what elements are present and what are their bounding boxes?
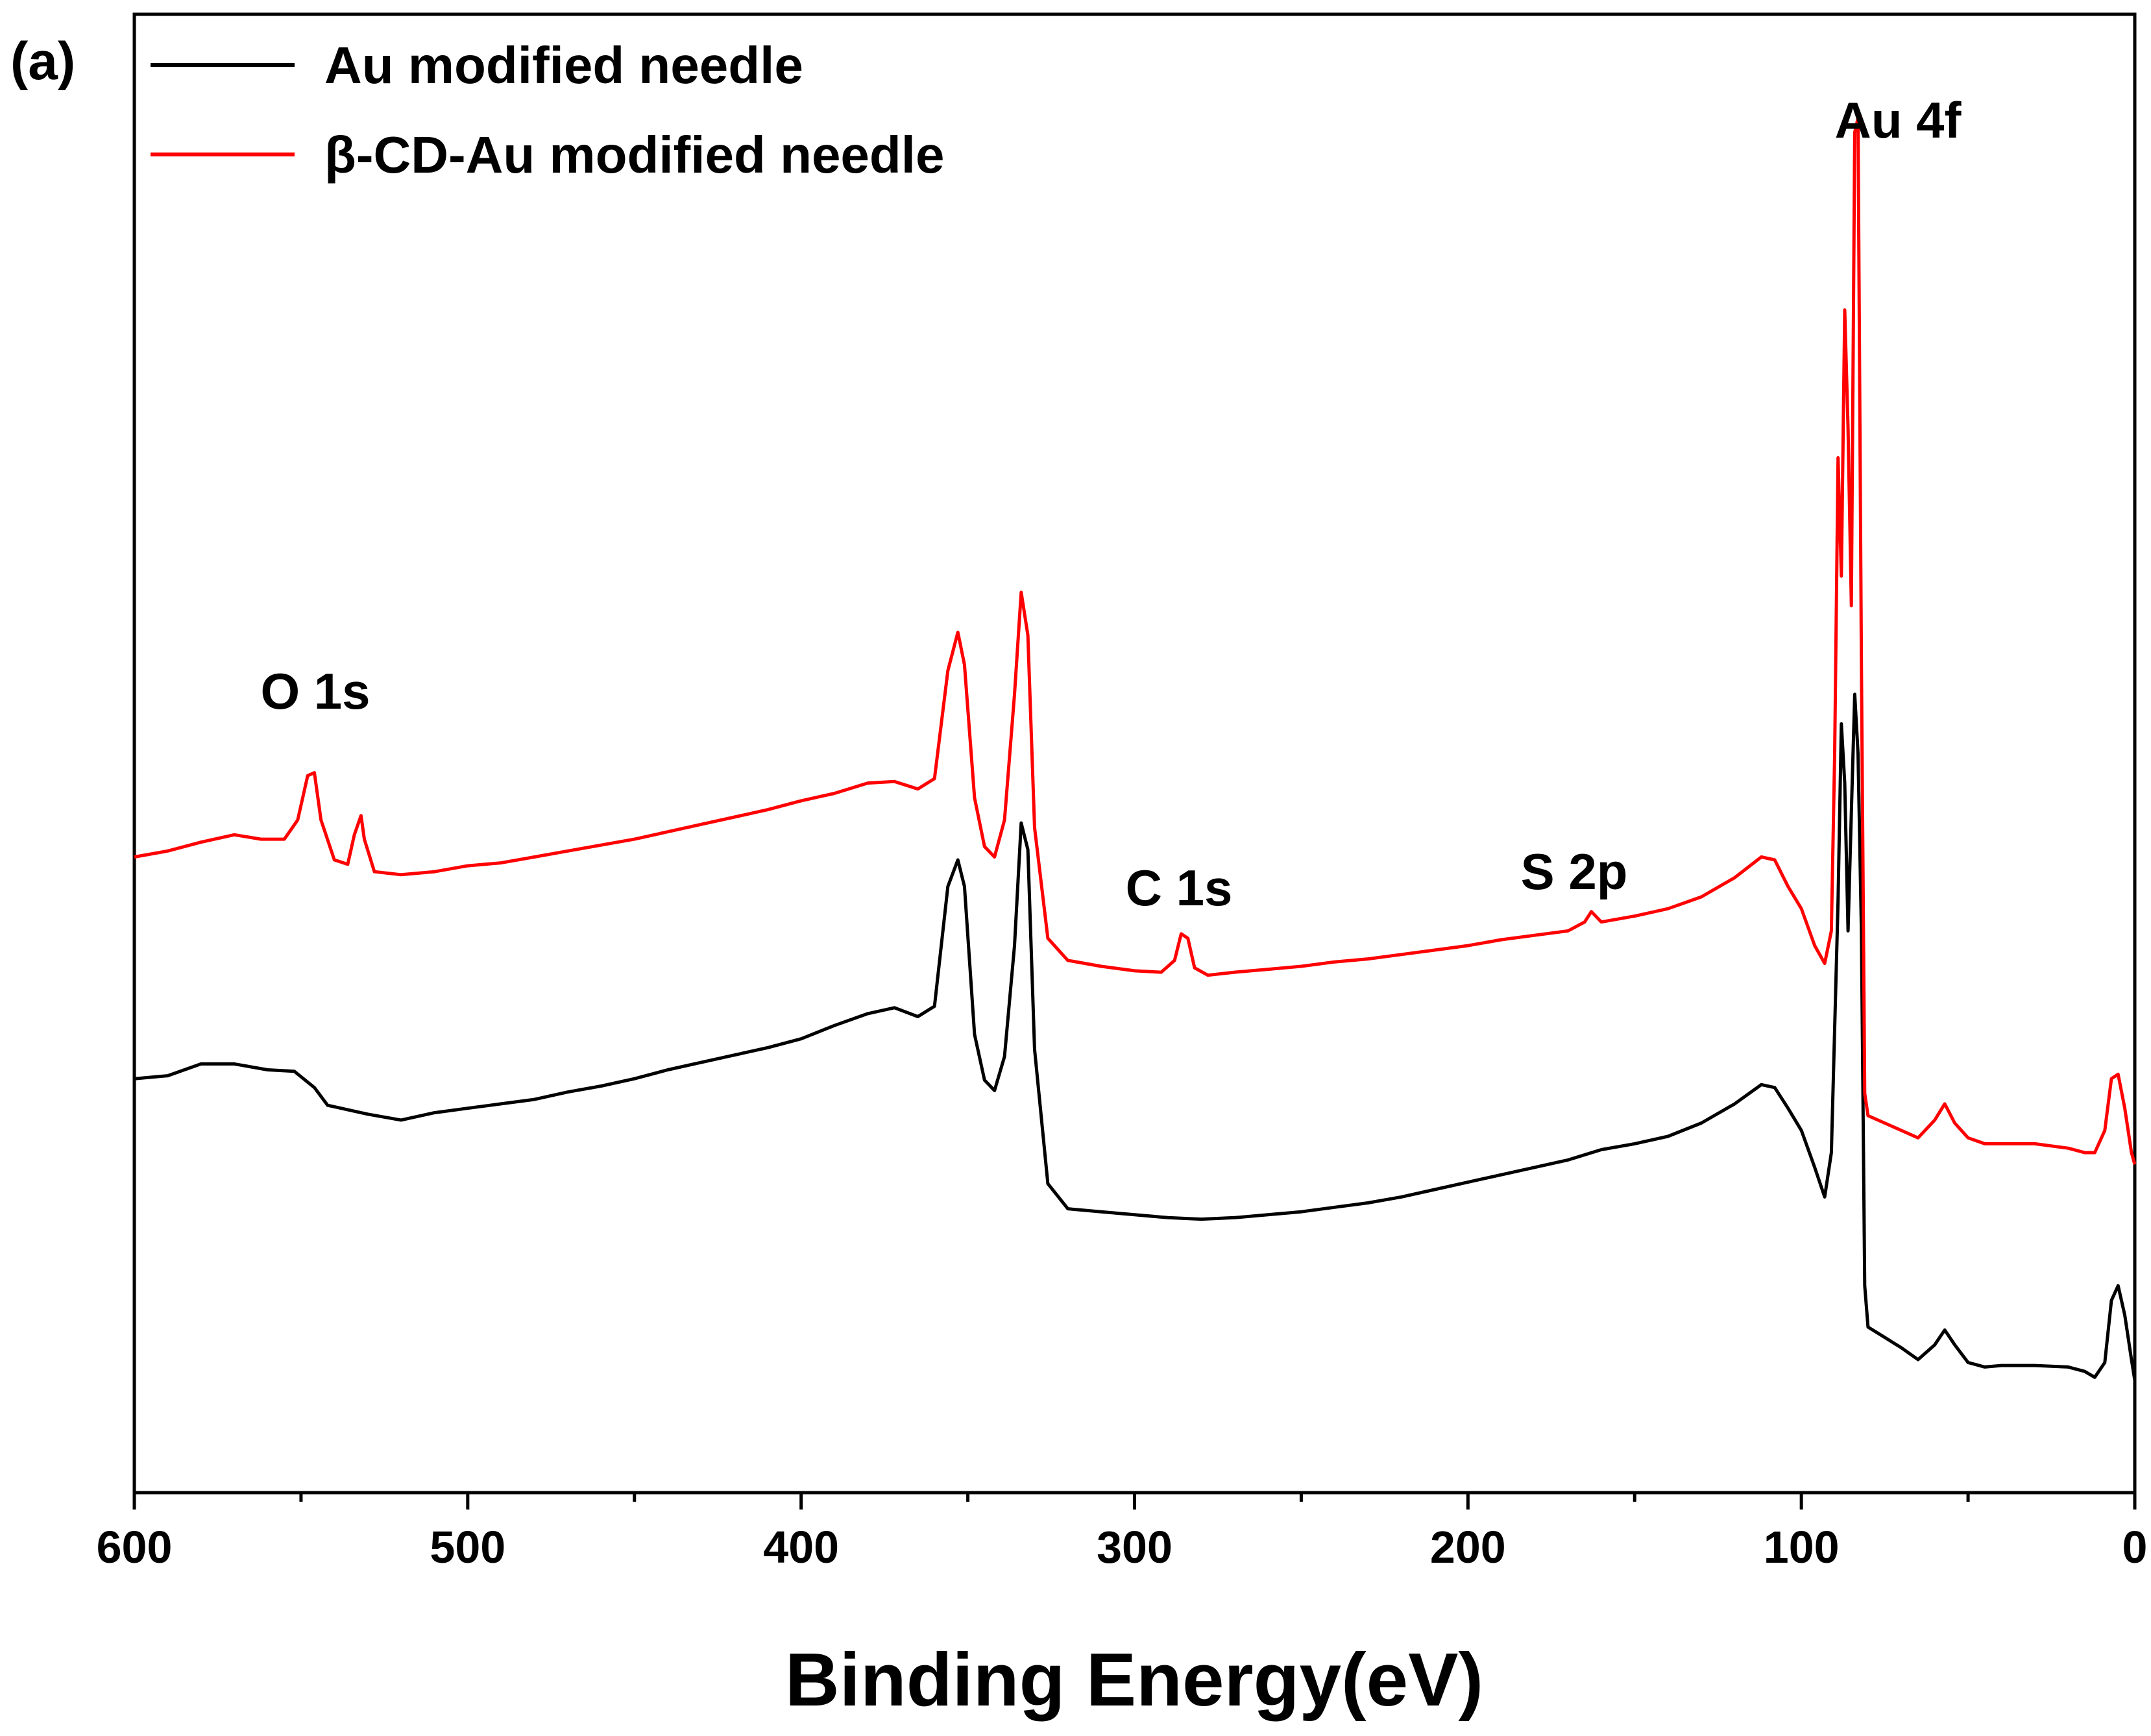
x-tick-label: 400 bbox=[763, 1522, 839, 1572]
x-tick-label: 500 bbox=[430, 1522, 505, 1572]
annotation-o1s: O 1s bbox=[260, 663, 370, 720]
x-tick-label: 600 bbox=[97, 1522, 173, 1572]
legend-label-au: Au modified needle bbox=[324, 36, 803, 94]
series-line-au-modified-needle bbox=[134, 692, 2137, 1381]
x-axis-tick-labels: 600 500 400 300 200 100 0 bbox=[97, 1522, 2148, 1572]
annotation-c1s: C 1s bbox=[1126, 859, 1233, 916]
x-axis-label: Binding Energy(eV) bbox=[785, 1637, 1483, 1722]
x-tick-label: 300 bbox=[1097, 1522, 1173, 1572]
legend-label-bcd-au: β-CD-Au modified needle bbox=[324, 126, 945, 184]
legend: Au modified needle β-CD-Au modified need… bbox=[151, 36, 945, 184]
annotation-au4f: Au 4f bbox=[1835, 92, 1962, 149]
x-tick-label: 200 bbox=[1430, 1522, 1506, 1572]
x-axis-ticks bbox=[132, 1493, 2137, 1510]
series-layer bbox=[134, 116, 2137, 1381]
x-tick-label: 0 bbox=[2122, 1522, 2148, 1572]
panel-label: (a) bbox=[10, 32, 75, 91]
annotation-s2p: S 2p bbox=[1521, 843, 1628, 900]
series-line-bcd-au-modified-needle bbox=[134, 116, 2137, 1165]
x-tick-label: 100 bbox=[1764, 1522, 1840, 1572]
